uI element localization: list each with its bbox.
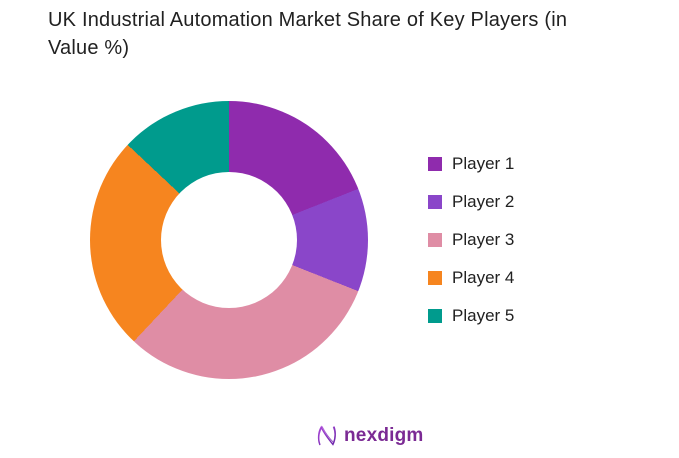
legend-swatch-player-4 [428, 271, 442, 285]
legend-swatch-player-2 [428, 195, 442, 209]
legend-item-player-1: Player 1 [428, 154, 515, 173]
legend-item-player-5: Player 5 [428, 306, 515, 325]
donut-hole [161, 172, 297, 308]
chart-title: UK Industrial Automation Market Share of… [48, 9, 568, 59]
legend-item-player-2: Player 2 [428, 192, 515, 211]
chart-legend: Player 1 Player 2 Player 3 Player 4 Play… [428, 154, 515, 325]
legend-label-player-3: Player 3 [452, 230, 515, 249]
donut-chart [90, 101, 368, 379]
legend-swatch-player-5 [428, 309, 442, 323]
legend-swatch-player-1 [428, 157, 442, 171]
brand-footer: nexdigm [316, 424, 424, 448]
legend-label-player-1: Player 1 [452, 154, 515, 173]
legend-label-player-5: Player 5 [452, 306, 515, 325]
nexdigm-logo-icon [316, 424, 338, 448]
legend-label-player-2: Player 2 [452, 192, 515, 211]
legend-label-player-4: Player 4 [452, 268, 515, 287]
legend-item-player-4: Player 4 [428, 268, 515, 287]
legend-swatch-player-3 [428, 233, 442, 247]
legend-item-player-3: Player 3 [428, 230, 515, 249]
brand-wordmark: nexdigm [344, 425, 424, 446]
